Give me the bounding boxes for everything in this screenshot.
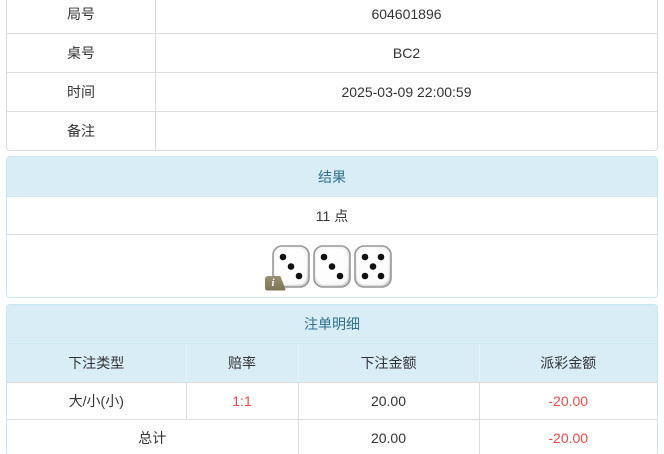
table-row: 时间 2025-03-09 22:00:59 <box>7 72 657 111</box>
bet-detail-table: 下注类型 赔率 下注金额 派彩金额 大/小(小) 1:1 20.00 -20.0… <box>7 344 657 454</box>
result-card-title: 结果 <box>7 157 657 197</box>
die-2-image <box>313 244 351 288</box>
col-header-bet-amount: 下注金额 <box>297 344 479 383</box>
bet-detail-title: 注单明细 <box>7 305 657 344</box>
result-points: 11 点 <box>7 197 657 235</box>
result-card: 结果 11 点 i <box>6 156 658 298</box>
die-1-image: i <box>265 244 310 291</box>
bet-row: 大/小(小) 1:1 20.00 -20.00 <box>7 382 657 420</box>
table-row: 备注 <box>7 111 657 150</box>
col-header-bet-type: 下注类型 <box>7 344 186 383</box>
total-payout: -20.00 <box>478 419 657 454</box>
time-value: 2025-03-09 22:00:59 <box>341 84 472 100</box>
round-number-label: 局号 <box>7 0 156 33</box>
info-badge-icon[interactable]: i <box>265 275 286 291</box>
bet-amount-cell: 20.00 <box>297 382 479 420</box>
total-row: 总计 20.00 -20.00 <box>7 419 657 454</box>
table-number-label: 桌号 <box>7 34 156 72</box>
die-3-image <box>354 244 392 288</box>
total-label: 总计 <box>138 429 167 446</box>
remark-value <box>156 112 657 150</box>
col-header-odds: 赔率 <box>185 344 298 383</box>
remark-label: 备注 <box>7 112 156 150</box>
table-number-value: BC2 <box>392 45 421 61</box>
payout-cell: -20.00 <box>478 382 657 420</box>
col-header-payout-amount: 派彩金额 <box>478 344 657 383</box>
table-row: 桌号 BC2 <box>7 33 657 72</box>
bet-table-header-row: 下注类型 赔率 下注金额 派彩金额 <box>7 344 657 383</box>
odds-cell: 1:1 <box>185 382 298 420</box>
bet-detail-card: 注单明细 下注类型 赔率 下注金额 派彩金额 大/小(小) 1:1 20.00 … <box>6 304 658 454</box>
round-info-table: 局号 604601896 桌号 BC2 时间 2025-03-09 22:00:… <box>6 0 658 151</box>
time-label: 时间 <box>7 73 156 111</box>
dice-row: i <box>7 235 657 297</box>
total-bet-amount: 20.00 <box>297 419 479 454</box>
round-number-value: 604601896 <box>371 6 442 22</box>
bet-type-cell: 大/小(小) <box>7 382 186 420</box>
table-row: 局号 604601896 <box>7 0 657 33</box>
